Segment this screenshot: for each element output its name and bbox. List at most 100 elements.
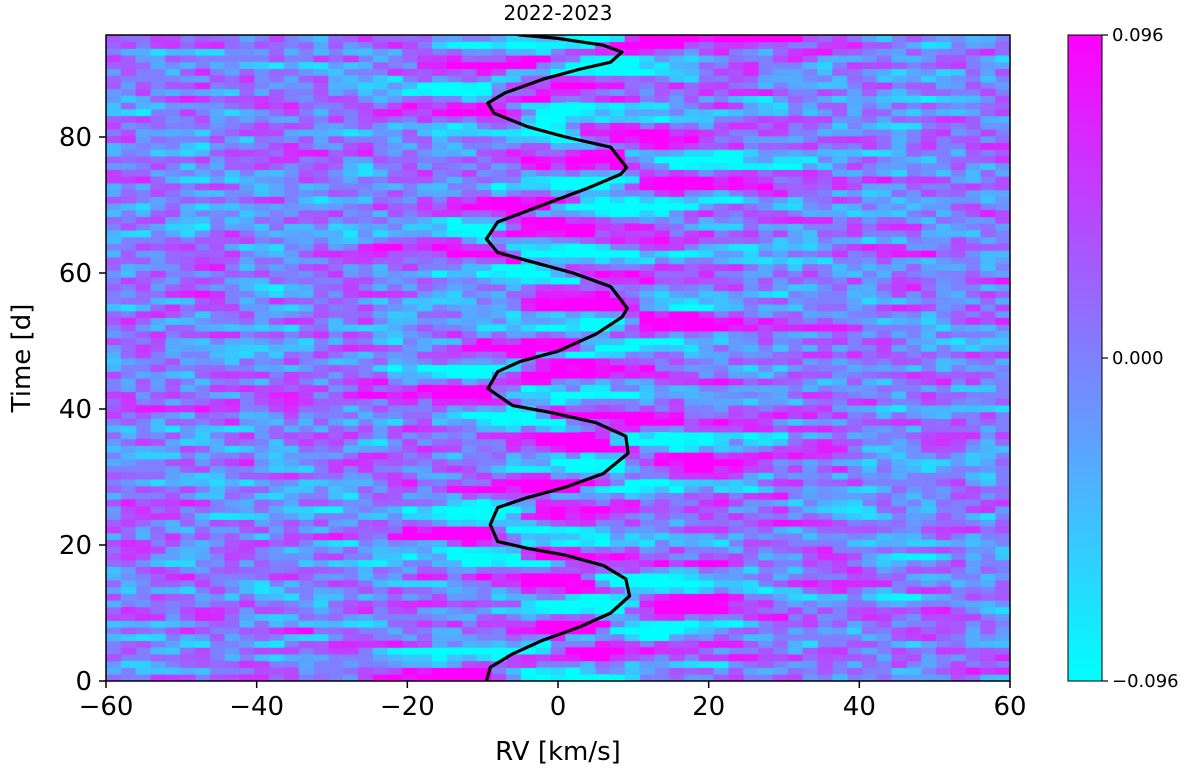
heatmap-cell [180,209,196,218]
heatmap-cell [283,674,300,681]
heatmap-cell [728,277,744,285]
heatmap-cell [209,277,226,285]
heatmap-cell [876,593,893,601]
heatmap-cell [891,162,907,170]
heatmap-cell [965,553,981,561]
heatmap-cell [269,512,285,520]
heatmap-cell [269,243,285,251]
heatmap-cell [180,432,196,440]
heatmap-cell [935,324,952,332]
heatmap-cell [387,364,403,372]
heatmap-cell [906,452,922,460]
heatmap-cell [506,88,522,96]
heatmap-cell [476,519,492,527]
heatmap-cell [639,432,655,440]
heatmap-cell [713,519,730,527]
heatmap-cell [150,122,166,130]
heatmap-cell [846,297,863,305]
heatmap-cell [150,633,166,642]
heatmap-cell [580,216,596,224]
heatmap-cell [180,61,196,70]
heatmap-cell [995,270,1010,278]
heatmap-cell [817,283,833,292]
heatmap-cell [106,499,122,507]
heatmap-cell [328,82,344,90]
heatmap-cell [965,156,981,164]
heatmap-cell [328,546,344,554]
heatmap-cell [595,445,611,453]
heatmap-cell [417,297,433,305]
heatmap-cell [891,243,907,251]
heatmap-cell [639,351,655,359]
heatmap-cell [787,398,804,406]
heatmap-cell [580,75,596,83]
heatmap-cell [935,277,952,285]
heatmap-cell [535,432,552,440]
heatmap-cell [254,129,270,137]
heatmap-cell [313,68,329,76]
heatmap-cell [654,109,670,117]
heatmap-cell [194,304,211,312]
heatmap-cell [417,290,433,298]
heatmap-cell [550,283,567,292]
heatmap-cell [298,573,315,581]
heatmap-cell [402,88,418,96]
heatmap-cell [846,573,863,581]
heatmap-cell [150,88,166,96]
heatmap-cell [165,230,181,238]
heatmap-cell [550,654,567,662]
heatmap-cell [669,183,685,191]
heatmap-cell [180,68,196,76]
heatmap-cell [980,230,996,238]
heatmap-cell [520,667,537,675]
heatmap-cell [106,526,122,534]
heatmap-cell [921,586,937,594]
heatmap-cell [846,627,863,635]
heatmap-cell [935,398,952,406]
heatmap-cell [239,627,255,635]
heatmap-cell [624,452,641,460]
heatmap-cell [106,519,122,527]
heatmap-cell [120,68,137,76]
heatmap-cell [461,553,478,561]
heatmap-cell [520,35,537,43]
heatmap-cell [728,109,744,117]
heatmap-cell [387,559,403,568]
heatmap-cell [120,55,137,63]
heatmap-cell [609,586,626,594]
heatmap-cell [194,627,211,635]
heatmap-cell [758,613,774,621]
heatmap-cell [520,559,537,568]
heatmap-cell [461,660,478,668]
heatmap-cell [150,196,166,204]
heatmap-cell [817,169,833,177]
heatmap-cell [950,68,967,76]
heatmap-cell [372,519,389,527]
heatmap-cell [120,445,137,453]
heatmap-cell [298,337,315,345]
heatmap-cell [921,75,937,83]
heatmap-cell [550,580,567,588]
heatmap-cell [565,425,581,433]
heatmap-cell [506,236,522,245]
heatmap-cell [357,304,374,312]
heatmap-cell [417,48,433,56]
heatmap-cell [461,506,478,514]
heatmap-cell [106,236,122,245]
heatmap-cell [891,499,907,507]
heatmap-cell [580,438,596,446]
heatmap-cell [106,122,122,130]
heatmap-cell [461,499,478,507]
heatmap-cell [965,472,981,480]
heatmap-cell [506,458,522,467]
heatmap-cell [269,674,285,681]
heatmap-cell [950,566,967,574]
heatmap-cell [372,485,389,493]
heatmap-cell [609,364,626,372]
heatmap-cell [595,465,611,473]
heatmap-cell [343,358,359,366]
heatmap-cell [491,68,507,76]
heatmap-cell [713,606,730,615]
heatmap-cell [698,378,715,386]
heatmap-cell [758,297,774,305]
